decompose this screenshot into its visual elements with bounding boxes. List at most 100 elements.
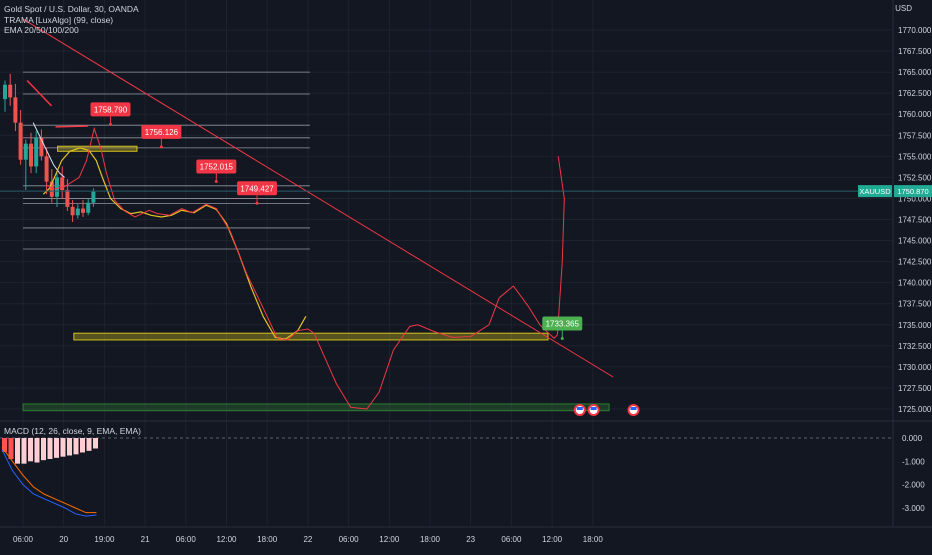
candle-body — [86, 202, 91, 213]
symbol-tag-label: XAUUSD — [859, 187, 891, 196]
currency-label: USD — [895, 4, 912, 13]
candle-body — [18, 122, 23, 160]
price-callout-label: 1733.365 — [546, 320, 580, 329]
macd-tick-label: -1.000 — [902, 457, 925, 466]
price-tick-label: 1762.500 — [898, 89, 932, 98]
candle-body — [3, 84, 7, 100]
callout-anchor — [214, 179, 218, 183]
event-flag-stripe — [576, 407, 583, 410]
candle-body — [60, 177, 65, 191]
time-tick-label: 18:00 — [583, 535, 604, 544]
ema-line — [32, 122, 65, 178]
candle-body — [91, 191, 96, 203]
price-tick-label: 1740.000 — [898, 279, 932, 288]
price-tick-label: 1770.000 — [898, 26, 932, 35]
macd-histogram-bar — [2, 438, 7, 452]
time-tick-label: 06:00 — [501, 535, 522, 544]
candle-body — [75, 208, 80, 216]
time-tick-label: 18:00 — [257, 535, 278, 544]
price-callout — [542, 316, 583, 331]
trama-line — [42, 147, 307, 340]
price-callout — [90, 102, 131, 117]
indicator-ema-label[interactable]: EMA 20/50/100/200 — [4, 25, 79, 35]
time-tick-label: 06:00 — [339, 535, 360, 544]
price-zone — [22, 403, 610, 412]
time-tick-label: 12:00 — [216, 535, 237, 544]
price-tick-label: 1727.500 — [898, 384, 932, 393]
price-tick-label: 1735.000 — [898, 321, 932, 330]
price-callout-label: 1758.790 — [94, 105, 128, 114]
price-tick-label: 1760.000 — [898, 110, 932, 119]
macd-tick-label: 0.000 — [902, 434, 923, 443]
price-tick-label: 1765.000 — [898, 68, 932, 77]
price-tick-label: 1750.000 — [898, 194, 932, 203]
current-price-tag — [894, 185, 932, 198]
macd-histogram-bar — [54, 438, 59, 458]
candle-body — [29, 143, 33, 167]
price-tick-label: 1725.000 — [898, 405, 932, 414]
macd-histogram-bar — [41, 438, 46, 461]
current-price-label: 1750.870 — [897, 187, 928, 196]
macd-histogram-bar — [34, 438, 40, 463]
candle-body — [13, 97, 18, 123]
red-drawing-segment — [55, 125, 89, 128]
macd-histogram-bar — [28, 438, 33, 462]
price-tick-label: 1752.500 — [898, 173, 932, 182]
macd-line — [1, 449, 97, 517]
symbol-title[interactable]: Gold Spot / U.S. Dollar, 30, OANDA — [4, 4, 139, 14]
candle-body — [44, 156, 49, 182]
callout-anchor — [159, 145, 163, 149]
callout-anchor — [255, 201, 259, 205]
price-zone — [73, 332, 549, 341]
price-callout — [237, 181, 278, 196]
time-tick-label: 20 — [59, 535, 68, 544]
price-tick-label: 1747.500 — [898, 216, 932, 225]
time-tick-label: 18:00 — [420, 535, 441, 544]
indicator-trama-label[interactable]: TRAMA [LuxAlgo] (99, close) — [4, 14, 114, 25]
price-tick-label: 1730.000 — [898, 363, 932, 372]
price-callout — [196, 159, 237, 174]
symbol-tag — [858, 185, 892, 198]
macd-histogram-bar — [73, 438, 79, 455]
macd-legend[interactable]: MACD (12, 26, close, 9, EMA, EMA) — [4, 426, 141, 436]
time-tick-label: 23 — [466, 535, 475, 544]
candle-body — [65, 190, 70, 207]
price-callout-label: 1756.126 — [145, 128, 179, 137]
macd-histogram-bar — [80, 438, 85, 453]
callout-anchor — [560, 337, 564, 341]
callout-anchor — [109, 122, 113, 126]
price-callout-label: 1752.015 — [200, 162, 234, 171]
time-tick-label: 12:00 — [379, 535, 400, 544]
price-callout-label: 1749.427 — [240, 184, 274, 193]
time-tick-label: 21 — [141, 535, 150, 544]
price-callout — [141, 124, 182, 139]
candle-body — [55, 177, 59, 197]
price-tick-label: 1767.500 — [898, 47, 932, 56]
candle-body — [39, 137, 44, 157]
candle-body — [34, 137, 39, 167]
candle-body — [8, 84, 13, 98]
candle-body — [81, 208, 85, 213]
trendline — [22, 18, 614, 378]
macd-histogram-bar — [15, 438, 20, 464]
macd-histogram-bar — [93, 438, 98, 449]
price-tick-label: 1732.500 — [898, 342, 932, 351]
macd-histogram-bar — [86, 438, 92, 451]
price-tick-label: 1745.000 — [898, 237, 932, 246]
price-tick-label: 1737.500 — [898, 300, 932, 309]
macd-histogram-bar — [21, 438, 27, 464]
macd-tick-label: -2.000 — [902, 481, 925, 490]
time-tick-label: 12:00 — [542, 535, 563, 544]
event-flag-stripe — [630, 407, 637, 410]
macd-tick-label: -3.000 — [902, 504, 925, 513]
price-tick-label: 1742.500 — [898, 258, 932, 267]
macd-histogram-bar — [60, 438, 66, 457]
macd-histogram-bar — [67, 438, 72, 456]
price-tick-label: 1755.000 — [898, 152, 932, 161]
macd-histogram-bar — [47, 438, 53, 459]
time-tick-label: 19:00 — [94, 535, 115, 544]
macd-histogram-bar — [8, 438, 14, 459]
